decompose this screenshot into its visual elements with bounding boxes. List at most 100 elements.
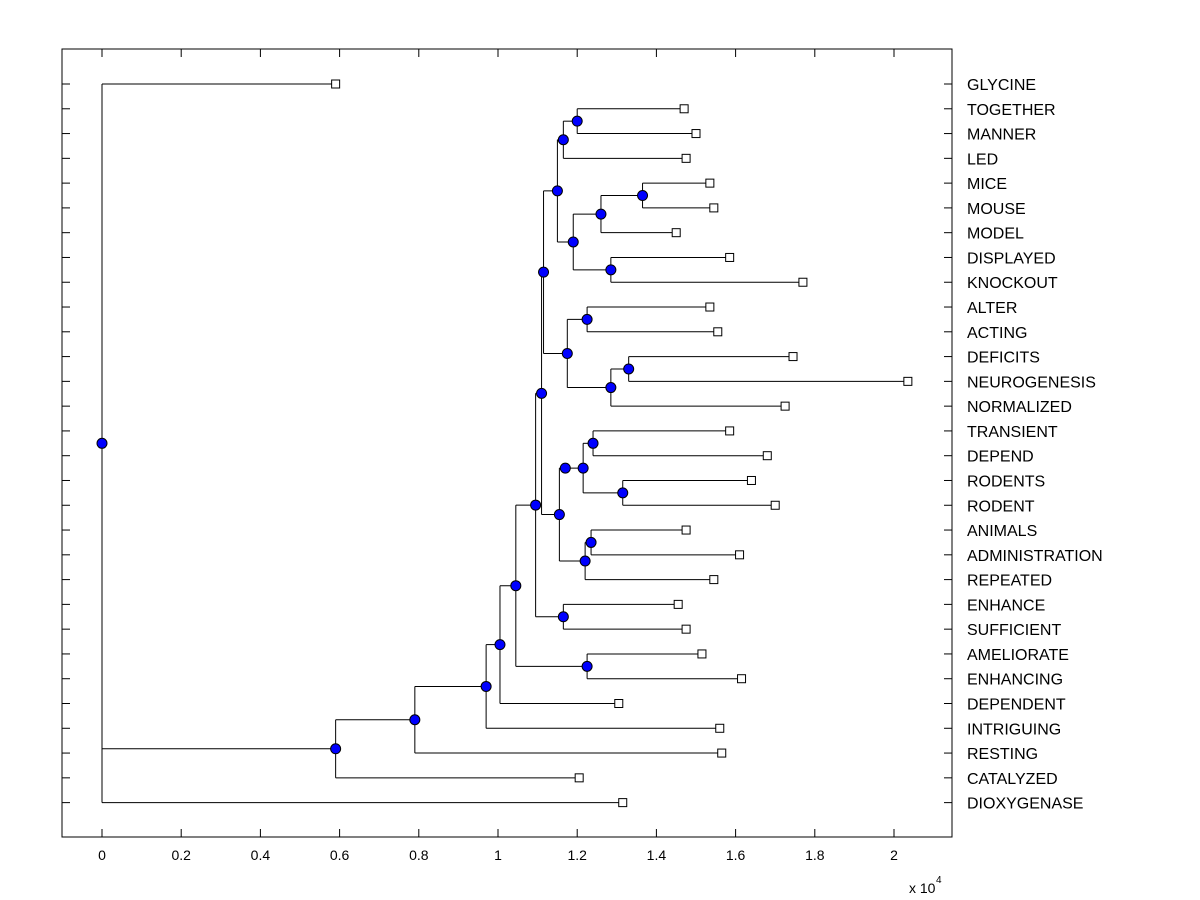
leaf-marker [788,352,798,362]
leaf-label: AMELIORATE [967,647,1069,664]
leaf-marker [770,500,780,510]
leaf-label: DEPEND [967,449,1034,466]
cluster-node [494,639,506,651]
leaf-marker [762,451,772,461]
leaf-label: TOGETHER [967,102,1056,119]
leaf-label: ALTER [967,300,1017,317]
leaf-label: MANNER [967,127,1036,144]
leaf-marker [903,376,913,386]
cluster-node [605,264,617,276]
leaf-label: MOUSE [967,201,1026,218]
leaf-label: MODEL [967,226,1024,243]
x-multiplier-label: x 10 [909,880,936,896]
leaf-label: MICE [967,176,1007,193]
leaf-marker [574,773,584,783]
cluster-node [553,509,565,521]
leaf-marker [681,525,691,535]
leaf-marker [798,277,808,287]
cluster-node [530,499,542,511]
cluster-node [587,437,599,449]
leaf-marker [331,79,341,89]
x-tick-label: 0.6 [330,847,350,863]
leaf-label: LED [967,151,998,168]
leaf-marker [715,723,725,733]
x-tick-label: 0 [98,847,106,863]
cluster-node [581,660,593,672]
leaf-label: TRANSIENT [967,424,1058,441]
leaf-marker [735,550,745,560]
leaf-marker [705,302,715,312]
leaf-label: NORMALIZED [967,399,1072,416]
internal-nodes [96,115,649,755]
leaf-markers [331,79,913,808]
cluster-node [567,236,579,248]
cluster-node [536,387,548,399]
cluster-node [637,190,649,202]
plot-frame [61,48,953,838]
cluster-node [571,115,583,127]
x-tick-label: 1.4 [647,847,667,863]
leaf-marker [705,178,715,188]
axis-ticks [62,49,952,837]
leaf-marker [681,624,691,634]
leaf-label: DEPENDENT [967,697,1066,714]
leaf-label: ADMINISTRATION [967,548,1103,565]
leaf-marker [780,401,790,411]
leaf-marker [679,104,689,114]
leaf-label: INTRIGUING [967,721,1061,738]
cluster-node [579,555,591,567]
leaf-label: GLYCINE [967,77,1036,94]
leaf-marker [614,699,624,708]
leaf-marker [725,252,735,262]
x-tick-labels: 0 0.2 0.4 0.6 0.8 1 1.2 1.4 1.6 1.8 2 [98,847,898,863]
x-tick-label: 1.8 [805,847,825,863]
leaf-label: ACTING [967,325,1027,342]
cluster-node [551,185,563,197]
leaf-label: RODENTS [967,473,1045,490]
leaf-marker [697,649,707,659]
leaf-marker [746,475,756,485]
leaf-label: DISPLAYED [967,250,1056,267]
x-tick-label: 0.2 [171,847,191,863]
leaf-marker [717,748,727,758]
leaf-label: ANIMALS [967,523,1037,540]
leaf-label: RODENT [967,498,1035,515]
x-tick-label: 0.4 [251,847,271,863]
cluster-node [605,382,617,394]
x-tick-label: 1.2 [567,847,587,863]
cluster-node [595,208,607,220]
leaf-marker [725,426,735,436]
cluster-node [623,363,635,375]
leaf-labels: GLYCINE TOGETHER MANNER LED MICE MOUSE MODEL DI… [967,77,1103,813]
x-tick-label: 0.8 [409,847,429,863]
leaf-marker [709,575,719,585]
leaf-label: CATALYZED [967,771,1058,788]
cluster-node [510,580,522,592]
cluster-node [557,611,569,623]
cluster-node [585,536,597,548]
cluster-node [561,347,573,359]
x-multiplier-exponent: 4 [936,875,942,886]
x-tick-label: 2 [890,847,898,863]
cluster-node [480,680,492,692]
cluster-node [557,134,569,146]
cluster-node [581,313,593,325]
leaf-label: ENHANCING [967,672,1063,689]
leaf-label: SUFFICIENT [967,622,1061,639]
leaf-marker [709,203,719,213]
x-tick-label: 1.6 [726,847,746,863]
leaf-marker [737,674,747,684]
leaf-marker [673,599,683,609]
leaf-marker [713,327,723,337]
leaf-label: KNOCKOUT [967,275,1058,292]
leaf-marker [691,129,701,139]
leaf-marker [618,798,628,808]
leaf-label: RESTING [967,746,1038,763]
x-tick-label: 1 [494,847,502,863]
leaf-label: NEUROGENESIS [967,374,1096,391]
cluster-node [577,462,589,474]
leaf-label: REPEATED [967,573,1052,590]
leaf-label: ENHANCE [967,597,1045,614]
cluster-node [559,462,571,474]
